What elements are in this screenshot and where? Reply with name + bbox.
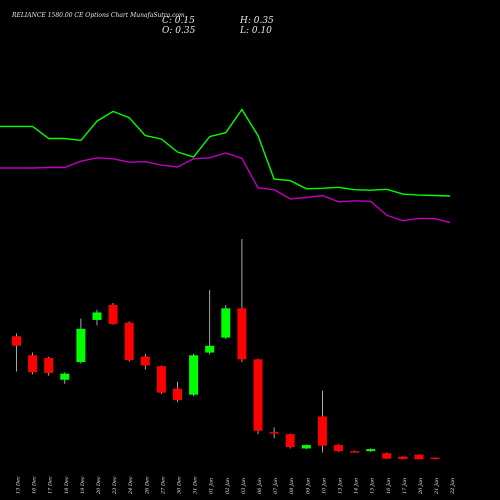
candle-16-jan <box>382 452 392 459</box>
candle-body <box>237 308 247 360</box>
candle-14-jan <box>350 450 360 453</box>
candle-body <box>173 388 182 401</box>
candle-body <box>317 416 327 446</box>
candle-26-dec <box>140 353 150 370</box>
candle-body <box>334 445 343 452</box>
candle-21-jan <box>430 457 440 460</box>
candle-body <box>269 432 279 434</box>
candle-24-dec <box>124 321 134 362</box>
candle-17-jan <box>398 456 408 460</box>
candle-06-jan <box>253 358 263 435</box>
x-tick-label: 01 Jan <box>209 478 215 494</box>
candle-08-jan <box>285 433 295 449</box>
candle-body <box>156 366 166 393</box>
candle-01-jan <box>205 290 215 355</box>
x-tick-label: 17 Dec <box>48 476 54 494</box>
candle-20-jan <box>414 454 424 460</box>
candle-body <box>189 355 199 395</box>
candle-27-dec <box>156 365 166 395</box>
candle-20-dec <box>92 309 102 326</box>
x-tick-label: 22 Jan <box>450 478 456 495</box>
x-tick-label: 24 Dec <box>128 476 134 495</box>
open-label: O: 0.35 <box>162 26 196 36</box>
x-tick-label: 09 Jan <box>305 478 311 494</box>
candle-body <box>414 454 424 460</box>
candle-body <box>430 457 440 460</box>
candle-31-dec <box>189 353 199 397</box>
candle-07-jan <box>269 427 279 439</box>
candle-03-jan <box>237 239 247 363</box>
candle-body <box>398 456 408 459</box>
x-tick-label: 17 Jan <box>402 478 408 494</box>
candle-body <box>44 358 54 373</box>
candle-02-jan <box>221 304 231 339</box>
high-label: H: 0.35 <box>240 16 274 26</box>
x-tick-label: 03 Jan <box>241 478 247 494</box>
close-label: C: 0.15 <box>162 16 195 26</box>
candle-body <box>350 451 360 453</box>
x-tick-label: 13 Jan <box>338 478 344 494</box>
candle-body <box>92 312 102 320</box>
x-tick-label: 13 Dec <box>16 476 22 494</box>
candle-body <box>366 449 376 452</box>
x-tick-label: 16 Dec <box>32 476 38 494</box>
candle-body <box>108 304 118 324</box>
candle-body <box>60 373 70 380</box>
x-tick-label: 07 Jan <box>273 478 279 494</box>
x-tick-label: 16 Jan <box>386 478 392 494</box>
candle-body <box>285 434 295 448</box>
chart-title: RELIANCE 1580.00 CE Options Chart Munafa… <box>12 12 185 19</box>
candle-body <box>301 445 311 449</box>
x-tick-label: 30 Dec <box>177 476 183 494</box>
candle-19-dec <box>76 318 86 364</box>
x-tick-label: 10 Jan <box>321 478 327 494</box>
candle-body <box>253 359 263 431</box>
candle-15-jan <box>366 448 376 452</box>
candle-body <box>124 322 134 361</box>
candle-body <box>382 453 392 459</box>
candle-23-dec <box>108 302 118 325</box>
low-label: L: 0.10 <box>240 26 272 36</box>
candle-16-dec <box>28 352 38 375</box>
candle-10-jan <box>317 390 327 453</box>
x-tick-label: 06 Jan <box>257 478 263 494</box>
series-line-upper <box>0 108 451 197</box>
candle-body <box>76 328 86 363</box>
candle-body <box>28 355 38 373</box>
x-tick-label: 20 Dec <box>96 476 102 495</box>
x-tick-label: 23 Dec <box>112 476 118 495</box>
candle-body <box>205 345 215 353</box>
candle-body <box>140 356 150 366</box>
x-tick-label: 14 Jan <box>354 478 360 494</box>
x-tick-label: 08 Jan <box>289 478 295 494</box>
candle-30-dec <box>173 381 182 403</box>
x-tick-label: 26 Dec <box>144 476 150 495</box>
x-tick-label: 18 Dec <box>64 476 70 494</box>
x-tick-label: 21 Jan <box>434 478 440 495</box>
candle-17-dec <box>44 356 54 376</box>
x-tick-label: 20 Jan <box>418 478 424 495</box>
x-tick-label: 19 Dec <box>80 476 86 494</box>
series-line-lower <box>0 152 451 224</box>
x-tick-label: 31 Dec <box>193 476 199 494</box>
candle-09-jan <box>301 444 311 450</box>
candle-13-dec <box>12 333 21 372</box>
x-tick-label: 27 Dec <box>160 476 166 495</box>
candle-13-jan <box>334 444 343 452</box>
x-tick-label: 15 Jan <box>370 478 376 494</box>
candle-18-dec <box>60 372 70 384</box>
x-tick-label: 02 Jan <box>225 478 231 494</box>
candle-body <box>221 308 231 338</box>
candle-body <box>12 336 21 346</box>
